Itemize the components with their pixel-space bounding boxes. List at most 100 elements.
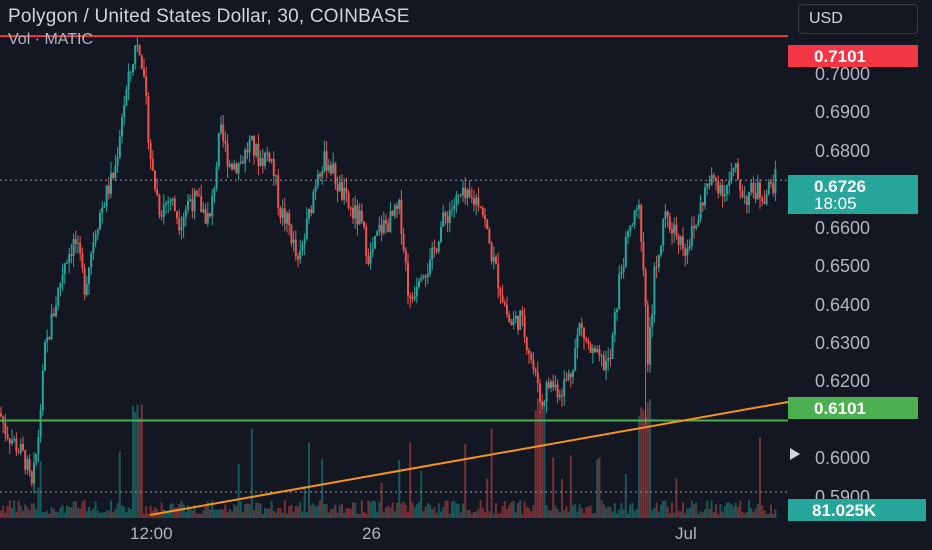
candle-body — [63, 263, 66, 275]
volume-bar — [303, 485, 306, 518]
volume-bar — [420, 470, 423, 518]
volume-bar — [354, 502, 357, 518]
candle-body — [602, 355, 605, 371]
candle-body — [52, 313, 55, 317]
volume-bar — [664, 500, 667, 518]
candle-body — [523, 315, 526, 338]
candle-body — [400, 199, 403, 234]
volume-bar — [44, 511, 46, 518]
candle-body — [464, 187, 467, 199]
candle-body — [112, 172, 115, 178]
candle-body — [512, 319, 515, 326]
volume-bar — [589, 505, 592, 518]
volume-bar — [233, 504, 236, 518]
candle-body — [627, 231, 629, 238]
volume-bar — [96, 510, 99, 518]
volume-bar — [682, 502, 684, 518]
candle-body — [17, 452, 20, 454]
candle-body — [565, 379, 568, 381]
volume-bar — [653, 507, 656, 518]
candle-body — [699, 202, 702, 220]
volume-bar — [312, 503, 315, 518]
candle-body — [160, 214, 163, 217]
candle-body — [543, 401, 546, 406]
volume-bar — [121, 506, 123, 518]
volume-bar — [433, 507, 436, 518]
candle-body — [748, 192, 750, 206]
candle-body — [473, 198, 475, 205]
volume-bar — [508, 504, 511, 518]
volume-bar — [701, 512, 704, 518]
candle-body — [752, 182, 755, 193]
candle-body — [668, 216, 671, 230]
trendline — [149, 400, 791, 516]
candle-body — [409, 295, 412, 298]
volume-bar — [547, 510, 550, 518]
volume-bar — [413, 507, 416, 518]
candle-body — [393, 205, 396, 216]
volume-bar — [308, 442, 310, 518]
volume-bar — [574, 503, 577, 518]
candle-body — [105, 185, 108, 207]
volume-bar — [35, 508, 38, 518]
volume-bar — [193, 505, 196, 518]
volume-bar — [39, 460, 42, 518]
volume-bar — [442, 507, 445, 518]
volume-bar — [473, 512, 475, 518]
candle-body — [88, 267, 90, 284]
candle-body — [673, 224, 676, 234]
candle-body — [303, 238, 306, 244]
y-tick-label: 0.6000 — [815, 448, 871, 469]
volume-bar — [202, 510, 205, 518]
volume-bar — [532, 505, 535, 518]
candle-body — [248, 139, 251, 153]
candle-body — [468, 189, 471, 198]
candle-body — [312, 192, 315, 214]
volume-bar — [418, 502, 420, 518]
volume-bar — [204, 506, 207, 518]
candle-body — [398, 199, 401, 209]
candle-body — [396, 205, 398, 209]
x-tick-label: 26 — [362, 524, 381, 543]
volume-bar — [277, 507, 280, 518]
candle-body — [202, 209, 205, 213]
volume-bar — [48, 513, 51, 518]
volume-bar — [136, 404, 139, 518]
volume-bar — [367, 500, 370, 518]
volume-bar — [288, 506, 291, 518]
candle-body — [541, 401, 544, 406]
volume-bar — [253, 510, 255, 518]
volume-bar — [492, 513, 495, 518]
candle-body — [611, 334, 614, 359]
scroll-right-icon[interactable] — [790, 448, 800, 460]
volume-bar — [754, 508, 757, 518]
volume-bar — [371, 500, 374, 518]
candle-body — [85, 283, 88, 295]
candle-body — [704, 187, 706, 206]
volume-bar — [341, 503, 343, 518]
volume-bar — [112, 512, 115, 518]
volume-bar — [110, 500, 112, 518]
volume-bar — [158, 512, 161, 518]
volume-bar — [743, 513, 746, 518]
last-price-tag: 0.6726 — [788, 175, 918, 197]
candle-body — [140, 55, 143, 69]
volume-bar — [644, 417, 647, 518]
currency-selector[interactable]: USD — [798, 4, 918, 34]
candle-body — [352, 207, 354, 219]
volume-bar — [693, 504, 695, 518]
volume-bar — [455, 503, 458, 518]
volume-bar — [772, 513, 775, 518]
candle-body — [70, 254, 73, 256]
volume-bar — [2, 505, 5, 518]
candle-body — [717, 180, 720, 194]
candle-body — [380, 224, 383, 233]
candle-body — [255, 143, 258, 156]
candle-body — [490, 243, 493, 262]
volume-bar — [402, 501, 405, 518]
candle-body — [466, 189, 469, 199]
volume-bar — [506, 509, 508, 518]
volume-bar — [459, 512, 462, 518]
volume-bar — [72, 501, 75, 518]
